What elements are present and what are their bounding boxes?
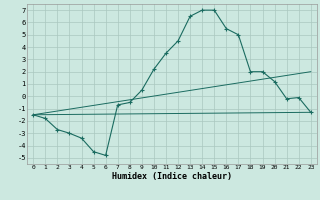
X-axis label: Humidex (Indice chaleur): Humidex (Indice chaleur) <box>112 172 232 181</box>
